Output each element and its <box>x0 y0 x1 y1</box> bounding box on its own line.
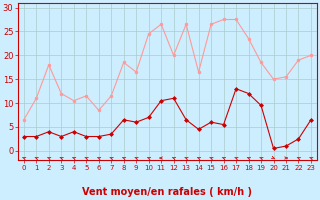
X-axis label: Vent moyen/en rafales ( km/h ): Vent moyen/en rafales ( km/h ) <box>82 187 252 197</box>
